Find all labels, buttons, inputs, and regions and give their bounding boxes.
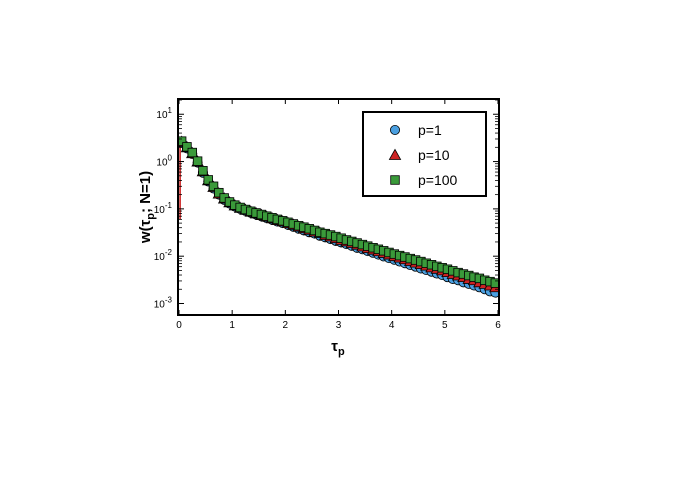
x-axis-ticks: 0 1 2 3 4 5 6 <box>176 100 501 331</box>
y-axis-label-prefix: w(τ <box>137 219 154 244</box>
y-axis-label: w(τp; N=1) <box>137 171 157 244</box>
square-point <box>208 181 219 191</box>
square-point <box>214 187 224 198</box>
plot-area <box>179 135 498 298</box>
legend-item: p=10 <box>388 147 450 163</box>
legend-item: p=100 <box>390 172 458 188</box>
y-tick-label: 100 <box>156 154 172 169</box>
y-axis-ticks: 10-3 10-2 10-1 100 101 <box>154 99 498 311</box>
legend: p=1 p=10 p=100 <box>362 111 487 197</box>
x-axis-label-main: τ <box>331 338 338 355</box>
y-tick-label: 10-3 <box>154 296 173 311</box>
y-tick-label: 10-2 <box>154 248 173 263</box>
y-tick-label: 10-1 <box>154 201 173 216</box>
x-tick-label: 0 <box>176 320 182 331</box>
y-axis-label-subscript: p <box>145 213 157 220</box>
axes-frame <box>177 98 500 316</box>
legend-box <box>362 111 487 197</box>
legend-item: p=1 <box>389 122 442 138</box>
plot-marks <box>179 135 498 298</box>
legend-label: p=100 <box>418 172 458 188</box>
legend-label: p=1 <box>418 122 442 138</box>
legend-circle-swatch <box>389 125 400 136</box>
square-point <box>182 142 192 152</box>
square-point <box>198 166 208 176</box>
legend-triangle-swatch <box>388 148 402 160</box>
series-p-100 <box>179 136 498 288</box>
x-tick-label: 3 <box>336 320 342 331</box>
x-tick-label: 4 <box>389 320 395 331</box>
y-axis-label-suffix: ; N=1) <box>137 171 154 213</box>
x-tick-label: 1 <box>229 320 235 331</box>
square-point <box>192 156 203 166</box>
x-axis-label-subscript: p <box>338 346 345 358</box>
legend-label: p=10 <box>418 147 450 163</box>
x-tick-label: 6 <box>495 320 501 331</box>
square-point <box>203 175 213 185</box>
square-point <box>187 147 197 158</box>
legend-square-swatch <box>390 175 400 185</box>
x-tick-label: 5 <box>442 320 448 331</box>
square-point <box>179 136 187 146</box>
x-tick-label: 2 <box>283 320 289 331</box>
x-axis-label: τp <box>331 338 345 358</box>
y-tick-label: 101 <box>156 106 172 121</box>
square-point <box>490 278 498 288</box>
